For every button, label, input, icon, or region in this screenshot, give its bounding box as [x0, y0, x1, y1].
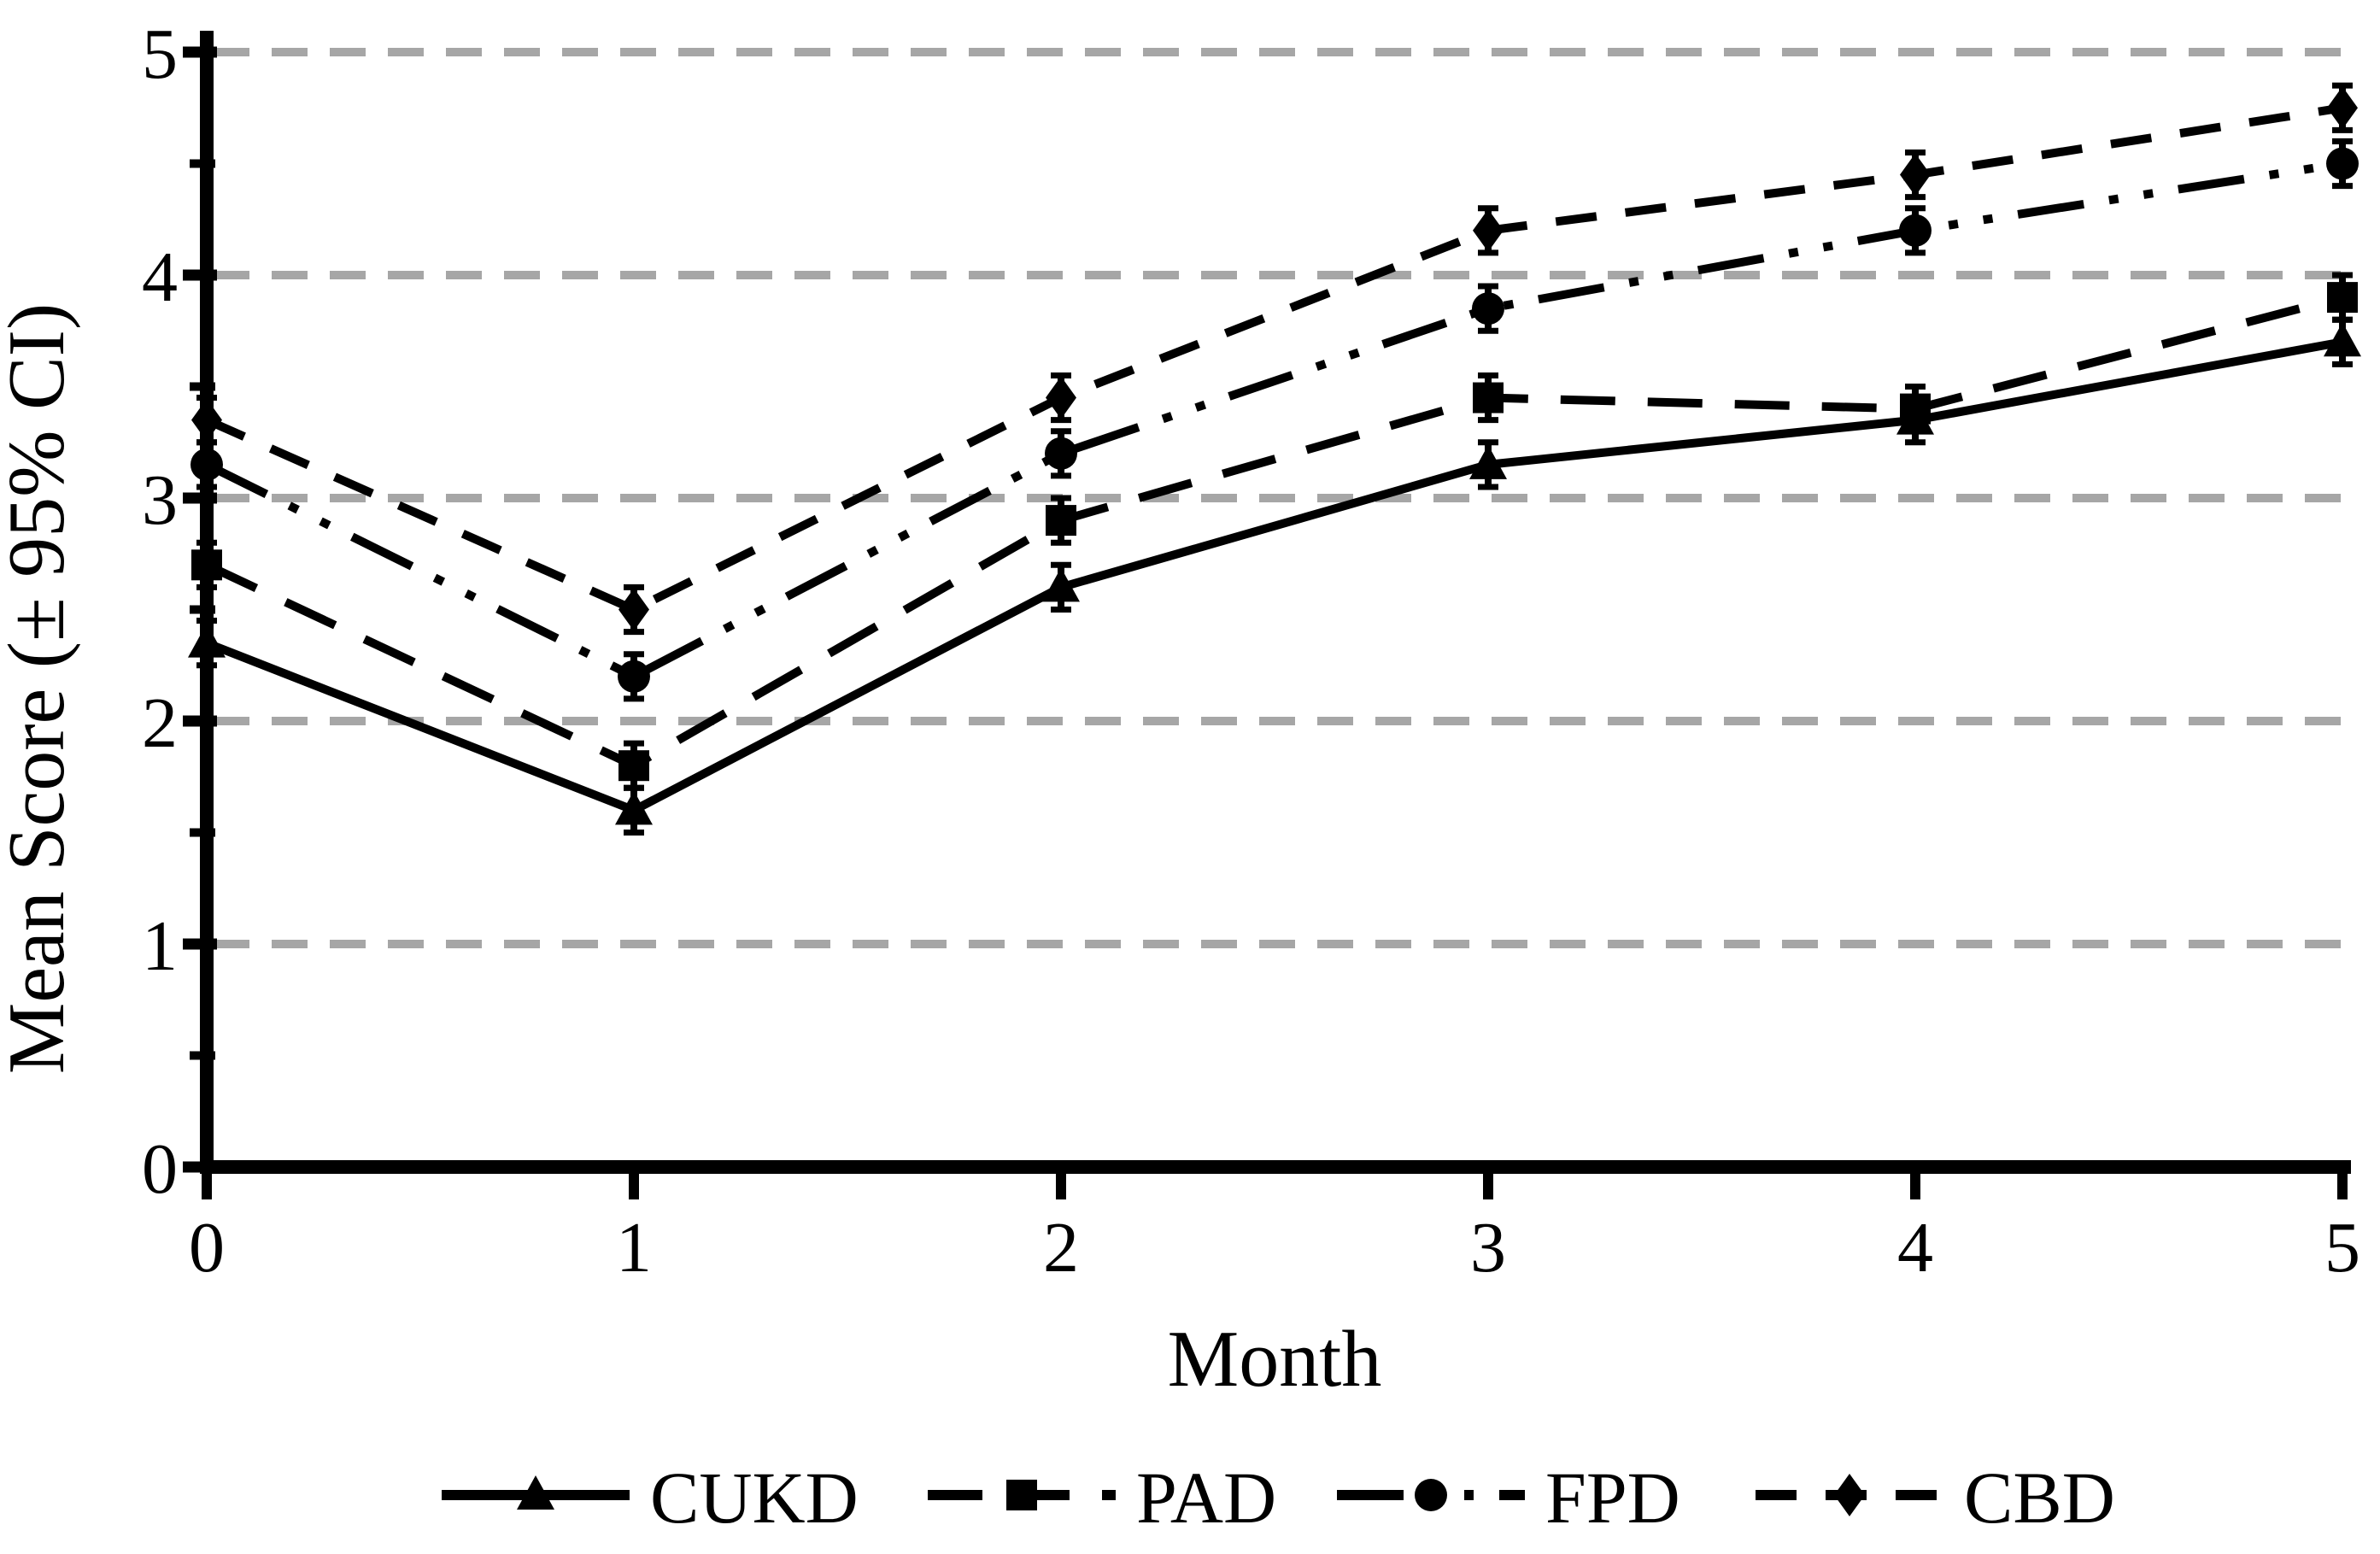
legend-label-CUKD: CUKD	[650, 1457, 859, 1539]
series-markers	[188, 86, 2361, 825]
marker-diamond-CBD-m0	[191, 398, 222, 442]
y-tick-label-2: 2	[142, 683, 178, 763]
series-lines	[204, 103, 2344, 815]
legend-label-FPD: FPD	[1545, 1457, 1680, 1539]
marker-square-PAD-m4	[1900, 393, 1931, 425]
axes	[200, 31, 2351, 1174]
marker-square-PAD-m0	[191, 549, 222, 581]
x-tick-label-0: 0	[189, 1208, 225, 1287]
legend-label-CBD: CBD	[1964, 1457, 2115, 1539]
y-tick-label-4: 4	[142, 237, 178, 317]
legend-item-FPD: FPD	[1337, 1457, 1680, 1539]
series-line-CUKD	[205, 337, 2343, 815]
marker-square-PAD-m3	[1473, 382, 1504, 413]
x-tick-label-3: 3	[1470, 1208, 1506, 1287]
y-axis-title: Mean Score (± 95% CI)	[0, 303, 81, 1075]
legend-diamond-icon	[1834, 1474, 1865, 1516]
marker-square-PAD-m1	[618, 750, 649, 782]
y-tick-label-3: 3	[142, 460, 178, 540]
marker-diamond-CBD-m3	[1473, 208, 1504, 252]
marker-circle-FPD-m5	[2326, 147, 2359, 180]
x-tick-label-4: 4	[1897, 1208, 1933, 1287]
y-tick-label-5: 5	[142, 15, 178, 94]
marker-circle-FPD-m0	[191, 448, 223, 481]
marker-triangle-CUKD-m1	[615, 790, 653, 825]
legend-item-CUKD: CUKD	[442, 1457, 859, 1539]
marker-triangle-CUKD-m0	[188, 623, 226, 658]
x-axis-tick-labels: 0 1 2 3 4 5	[189, 1208, 2360, 1287]
gridlines	[214, 48, 2354, 948]
x-tick-label-5: 5	[2324, 1208, 2360, 1287]
marker-square-PAD-m2	[1046, 505, 1076, 537]
x-axis-ticks	[202, 1167, 2348, 1199]
marker-circle-FPD-m2	[1045, 437, 1077, 470]
legend: CUKD PAD FPD CBD	[442, 1457, 2115, 1539]
marker-triangle-CUKD-m5	[2324, 322, 2361, 357]
x-tick-label-2: 2	[1043, 1208, 1079, 1287]
series-line-CBD	[204, 103, 2343, 615]
legend-item-PAD: PAD	[928, 1457, 1276, 1539]
x-tick-label-1: 1	[616, 1208, 652, 1287]
marker-circle-FPD-m1	[618, 660, 650, 693]
legend-label-PAD: PAD	[1136, 1457, 1276, 1539]
legend-circle-icon	[1415, 1479, 1447, 1511]
y-axis-ticks	[183, 46, 217, 1173]
marker-diamond-CBD-m1	[618, 588, 649, 631]
y-tick-label-1: 1	[142, 906, 178, 986]
marker-square-PAD-m5	[2327, 282, 2358, 314]
legend-square-icon	[1006, 1480, 1037, 1510]
y-axis-tick-labels: 0 1 2 3 4 5	[142, 15, 178, 1209]
legend-item-CBD: CBD	[1756, 1457, 2115, 1539]
marker-triangle-CUKD-m2	[1042, 567, 1080, 602]
marker-circle-FPD-m4	[1899, 214, 1932, 247]
legend-triangle-icon	[517, 1475, 554, 1510]
marker-diamond-CBD-m5	[2327, 86, 2358, 130]
marker-circle-FPD-m3	[1472, 292, 1504, 325]
marker-diamond-CBD-m2	[1046, 376, 1076, 419]
y-tick-label-0: 0	[142, 1129, 178, 1209]
x-axis-title: Month	[1168, 1315, 1382, 1404]
marker-triangle-CUKD-m3	[1469, 444, 1507, 479]
marker-diamond-CBD-m4	[1900, 153, 1931, 196]
series-line-FPD	[204, 159, 2343, 682]
series-line-PAD	[204, 293, 2344, 771]
